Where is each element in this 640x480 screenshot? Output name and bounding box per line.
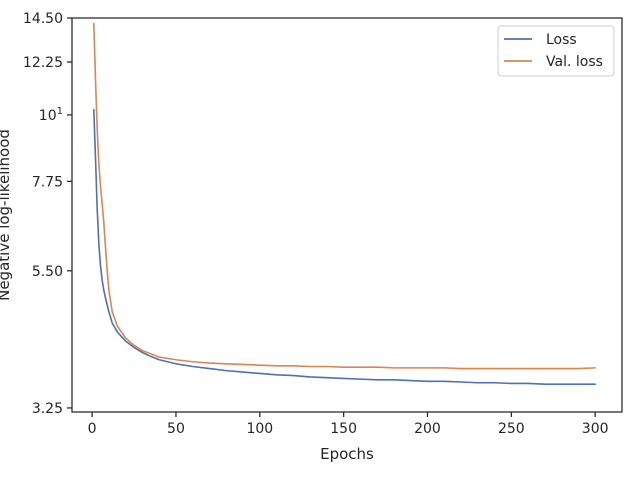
x-axis: 0 50 100 150 200 250 300 [88,412,609,437]
legend-label: Loss [546,32,577,48]
x-tick-label: 100 [246,421,273,437]
series-line-1 [93,22,596,370]
legend: Loss Val. loss [497,25,615,77]
series-line-0 [93,108,596,385]
x-tick-label: 300 [582,421,609,437]
series-layer [93,22,596,385]
y-axis-label: Negative log-likelihood [0,129,13,301]
y-tick-label: 14.50 [23,11,63,27]
y-tick-label: 12.25 [23,55,63,71]
x-tick-label: 200 [414,421,441,437]
y-tick-label: 7.75 [32,174,63,190]
y-tick-label: 101 [39,106,63,124]
plot-frame [71,17,623,413]
x-tick-label: 150 [330,421,357,437]
y-tick-label: 3.25 [32,401,63,417]
y-tick-label: 5.50 [32,264,63,280]
x-axis-label: Epochs [320,445,374,463]
x-tick-label: 0 [88,421,97,437]
legend-label: Val. loss [546,54,603,70]
x-tick-label: 50 [167,421,185,437]
x-tick-label: 250 [498,421,525,437]
y-axis: 3.25 5.50 7.75 101 12.25 14.50 [23,11,72,417]
